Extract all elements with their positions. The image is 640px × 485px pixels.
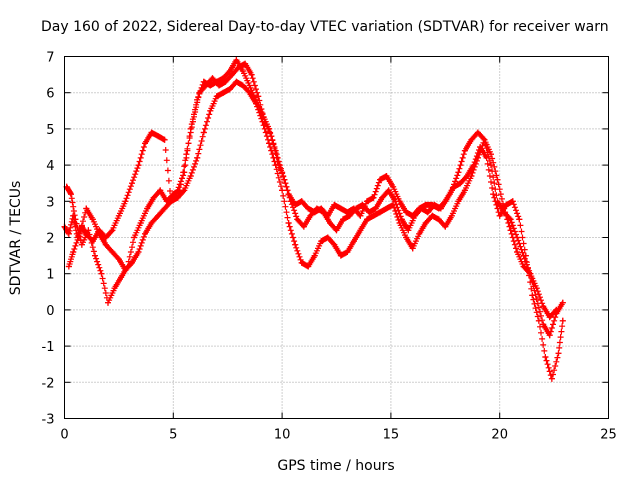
x-tick-label: 10 [274,428,291,443]
series-trace-3 [65,78,560,321]
y-tick-label: -1 [42,340,55,355]
series-trace-2 [63,60,566,382]
y-tick-label: 4 [46,159,54,174]
y-tick-label: -2 [42,376,55,391]
series-markers [61,57,566,339]
y-tick-label: 5 [46,123,54,138]
data-points [61,57,566,382]
x-axis-label: GPS time / hours [277,458,394,474]
series-trace-1 [61,57,566,339]
y-tick-label: 0 [46,304,54,319]
x-tick-label: 0 [60,428,68,443]
y-tick-label: -3 [42,413,55,428]
y-tick-label: 7 [46,51,54,66]
x-tick-label: 20 [491,428,508,443]
y-axis-label: SDTVAR / TECUs [8,181,24,296]
y-tick-label: 6 [46,87,54,102]
y-tick-label: 2 [46,232,54,247]
chart-title: Day 160 of 2022, Sidereal Day-to-day VTE… [41,19,609,35]
plot-frame [64,56,609,419]
axis-ticks: 0 5 10 15 20 25 -3 -2 -1 0 1 2 3 4 5 6 7 [42,51,617,443]
x-tick-label: 5 [169,428,177,443]
x-tick-label: 25 [600,428,617,443]
y-tick-label: 1 [46,268,54,283]
grid-lines [64,56,609,419]
series-markers [65,78,560,321]
series-markers [63,60,566,382]
x-tick-label: 15 [383,428,400,443]
y-tick-label: 3 [46,195,54,210]
